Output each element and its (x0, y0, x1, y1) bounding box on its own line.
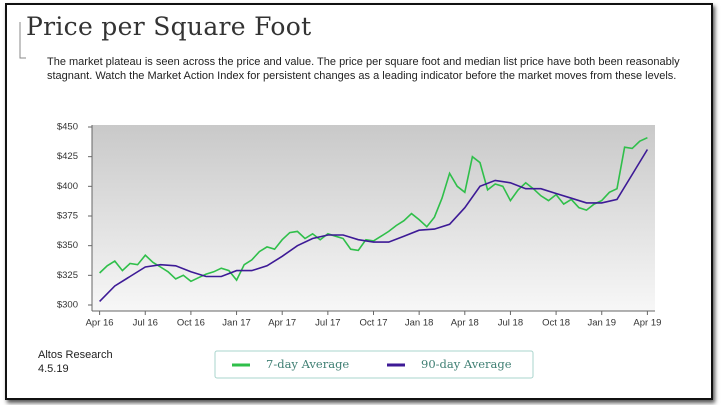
x-tick-label: Jul 17 (315, 318, 340, 329)
series-line (99, 136, 648, 283)
legend-box (214, 350, 534, 379)
legend-label: 90-day Average (421, 357, 512, 371)
y-tick-label: $400 (57, 181, 78, 192)
x-tick-label: Apr 16 (86, 318, 114, 329)
x-tick-label: Jul 16 (133, 318, 158, 329)
y-tick-label: $325 (57, 270, 78, 281)
x-tick-label: Apr 17 (268, 318, 296, 329)
y-tick-label: $375 (57, 211, 78, 222)
title: Price per Square Foot (26, 12, 312, 41)
source-name: Altos Research (38, 349, 113, 361)
y-tick-label: $425 (57, 151, 78, 162)
x-tick-label: Jan 18 (405, 318, 434, 329)
y-tick-label: $350 (57, 240, 78, 251)
x-tick-label: Jan 19 (587, 318, 616, 329)
y-tick-label: $450 (57, 122, 78, 133)
plot-background (92, 125, 655, 311)
legend-label: 7-day Average (266, 357, 349, 371)
title-bracket (19, 22, 26, 59)
subtitle: The market plateau is seen across the pr… (47, 56, 680, 82)
x-tick-label: Apr 19 (633, 318, 661, 329)
x-tick-label: Jan 17 (222, 318, 251, 329)
source-date: 4.5.19 (38, 363, 69, 375)
x-tick-label: Apr 18 (451, 318, 479, 329)
y-tick-label: $300 (57, 300, 78, 311)
x-tick-label: Oct 17 (360, 318, 388, 329)
x-tick-label: Jul 18 (498, 318, 523, 329)
source: Altos Research 4.5.19 (38, 348, 113, 376)
x-tick-label: Oct 18 (542, 318, 570, 329)
series-line (99, 149, 649, 302)
x-tick-label: Oct 16 (177, 318, 205, 329)
